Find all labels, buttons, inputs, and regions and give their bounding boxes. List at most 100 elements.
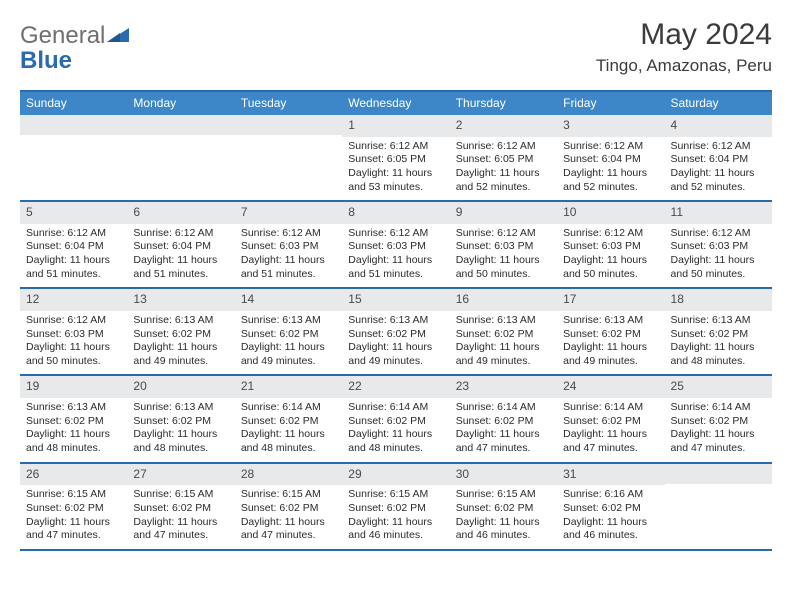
day-body: Sunrise: 6:12 AMSunset: 6:03 PMDaylight:… [450,224,557,288]
day-number: 31 [557,464,664,486]
location-subtitle: Tingo, Amazonas, Peru [596,56,772,76]
sunset-line: Sunset: 6:04 PM [26,240,121,254]
day-cell: 18Sunrise: 6:13 AMSunset: 6:02 PMDayligh… [665,289,772,374]
sunrise-line: Sunrise: 6:12 AM [563,227,658,241]
day-body: Sunrise: 6:12 AMSunset: 6:03 PMDaylight:… [557,224,664,288]
sunset-line: Sunset: 6:02 PM [563,502,658,516]
sunset-line: Sunset: 6:02 PM [671,328,766,342]
sunrise-line: Sunrise: 6:13 AM [348,314,443,328]
sunrise-line: Sunrise: 6:15 AM [241,488,336,502]
day-cell: 6Sunrise: 6:12 AMSunset: 6:04 PMDaylight… [127,202,234,287]
day-body: Sunrise: 6:14 AMSunset: 6:02 PMDaylight:… [557,398,664,462]
day-cell: 29Sunrise: 6:15 AMSunset: 6:02 PMDayligh… [342,464,449,549]
daylight-line: Daylight: 11 hours and 47 minutes. [671,428,766,455]
day-body: Sunrise: 6:12 AMSunset: 6:04 PMDaylight:… [127,224,234,288]
daylight-line: Daylight: 11 hours and 51 minutes. [241,254,336,281]
day-cell: 26Sunrise: 6:15 AMSunset: 6:02 PMDayligh… [20,464,127,549]
sunrise-line: Sunrise: 6:12 AM [241,227,336,241]
day-cell [665,464,772,549]
dow-header: Sunday [20,92,127,115]
day-body: Sunrise: 6:12 AMSunset: 6:03 PMDaylight:… [20,311,127,375]
dow-header: Friday [557,92,664,115]
sunset-line: Sunset: 6:02 PM [563,328,658,342]
daylight-line: Daylight: 11 hours and 46 minutes. [348,516,443,543]
daylight-line: Daylight: 11 hours and 49 minutes. [348,341,443,368]
sunset-line: Sunset: 6:03 PM [456,240,551,254]
sunset-line: Sunset: 6:02 PM [133,415,228,429]
daylight-line: Daylight: 11 hours and 49 minutes. [241,341,336,368]
day-number: 19 [20,376,127,398]
day-body: Sunrise: 6:12 AMSunset: 6:03 PMDaylight:… [235,224,342,288]
week-row: 5Sunrise: 6:12 AMSunset: 6:04 PMDaylight… [20,202,772,289]
sunset-line: Sunset: 6:02 PM [456,328,551,342]
sunrise-line: Sunrise: 6:13 AM [456,314,551,328]
day-number: 25 [665,376,772,398]
day-cell: 17Sunrise: 6:13 AMSunset: 6:02 PMDayligh… [557,289,664,374]
day-cell: 11Sunrise: 6:12 AMSunset: 6:03 PMDayligh… [665,202,772,287]
day-body: Sunrise: 6:14 AMSunset: 6:02 PMDaylight:… [342,398,449,462]
sunrise-line: Sunrise: 6:13 AM [133,401,228,415]
sunset-line: Sunset: 6:03 PM [26,328,121,342]
day-number: 21 [235,376,342,398]
day-cell: 30Sunrise: 6:15 AMSunset: 6:02 PMDayligh… [450,464,557,549]
sunrise-line: Sunrise: 6:16 AM [563,488,658,502]
daylight-line: Daylight: 11 hours and 46 minutes. [563,516,658,543]
day-number: 5 [20,202,127,224]
sunrise-line: Sunrise: 6:12 AM [671,227,766,241]
sunrise-line: Sunrise: 6:12 AM [26,227,121,241]
sunrise-line: Sunrise: 6:13 AM [133,314,228,328]
day-body: Sunrise: 6:12 AMSunset: 6:04 PMDaylight:… [557,137,664,201]
sunset-line: Sunset: 6:05 PM [456,153,551,167]
day-body: Sunrise: 6:12 AMSunset: 6:04 PMDaylight:… [20,224,127,288]
day-number: 8 [342,202,449,224]
sunrise-line: Sunrise: 6:14 AM [671,401,766,415]
week-row: 19Sunrise: 6:13 AMSunset: 6:02 PMDayligh… [20,376,772,463]
day-body: Sunrise: 6:13 AMSunset: 6:02 PMDaylight:… [20,398,127,462]
day-cell: 21Sunrise: 6:14 AMSunset: 6:02 PMDayligh… [235,376,342,461]
day-number: 14 [235,289,342,311]
sunset-line: Sunset: 6:03 PM [348,240,443,254]
dow-header: Saturday [665,92,772,115]
calendar-page: GeneralBlue May 2024 Tingo, Amazonas, Pe… [0,0,792,561]
sunrise-line: Sunrise: 6:15 AM [133,488,228,502]
sunrise-line: Sunrise: 6:12 AM [456,227,551,241]
sunset-line: Sunset: 6:02 PM [133,328,228,342]
sunset-line: Sunset: 6:05 PM [348,153,443,167]
day-cell: 22Sunrise: 6:14 AMSunset: 6:02 PMDayligh… [342,376,449,461]
sunset-line: Sunset: 6:02 PM [348,328,443,342]
sunrise-line: Sunrise: 6:15 AM [456,488,551,502]
day-number [20,115,127,135]
day-cell: 28Sunrise: 6:15 AMSunset: 6:02 PMDayligh… [235,464,342,549]
daylight-line: Daylight: 11 hours and 47 minutes. [241,516,336,543]
sunrise-line: Sunrise: 6:13 AM [241,314,336,328]
daylight-line: Daylight: 11 hours and 48 minutes. [26,428,121,455]
day-cell: 3Sunrise: 6:12 AMSunset: 6:04 PMDaylight… [557,115,664,200]
sunset-line: Sunset: 6:04 PM [671,153,766,167]
day-body: Sunrise: 6:13 AMSunset: 6:02 PMDaylight:… [665,311,772,375]
day-number: 17 [557,289,664,311]
day-number: 3 [557,115,664,137]
day-body: Sunrise: 6:12 AMSunset: 6:03 PMDaylight:… [665,224,772,288]
day-cell: 19Sunrise: 6:13 AMSunset: 6:02 PMDayligh… [20,376,127,461]
sunrise-line: Sunrise: 6:12 AM [26,314,121,328]
day-cell: 8Sunrise: 6:12 AMSunset: 6:03 PMDaylight… [342,202,449,287]
day-body: Sunrise: 6:16 AMSunset: 6:02 PMDaylight:… [557,485,664,549]
daylight-line: Daylight: 11 hours and 47 minutes. [26,516,121,543]
day-body: Sunrise: 6:14 AMSunset: 6:02 PMDaylight:… [450,398,557,462]
sunrise-line: Sunrise: 6:13 AM [26,401,121,415]
day-number: 11 [665,202,772,224]
daylight-line: Daylight: 11 hours and 47 minutes. [133,516,228,543]
daylight-line: Daylight: 11 hours and 50 minutes. [563,254,658,281]
sunrise-line: Sunrise: 6:15 AM [26,488,121,502]
sunrise-line: Sunrise: 6:15 AM [348,488,443,502]
sunrise-line: Sunrise: 6:14 AM [348,401,443,415]
daylight-line: Daylight: 11 hours and 51 minutes. [133,254,228,281]
day-cell: 14Sunrise: 6:13 AMSunset: 6:02 PMDayligh… [235,289,342,374]
day-of-week-header-row: SundayMondayTuesdayWednesdayThursdayFrid… [20,92,772,115]
daylight-line: Daylight: 11 hours and 50 minutes. [26,341,121,368]
logo-triangle-icon [107,25,129,49]
daylight-line: Daylight: 11 hours and 53 minutes. [348,167,443,194]
day-body: Sunrise: 6:12 AMSunset: 6:05 PMDaylight:… [450,137,557,201]
day-body: Sunrise: 6:13 AMSunset: 6:02 PMDaylight:… [127,311,234,375]
day-cell: 2Sunrise: 6:12 AMSunset: 6:05 PMDaylight… [450,115,557,200]
